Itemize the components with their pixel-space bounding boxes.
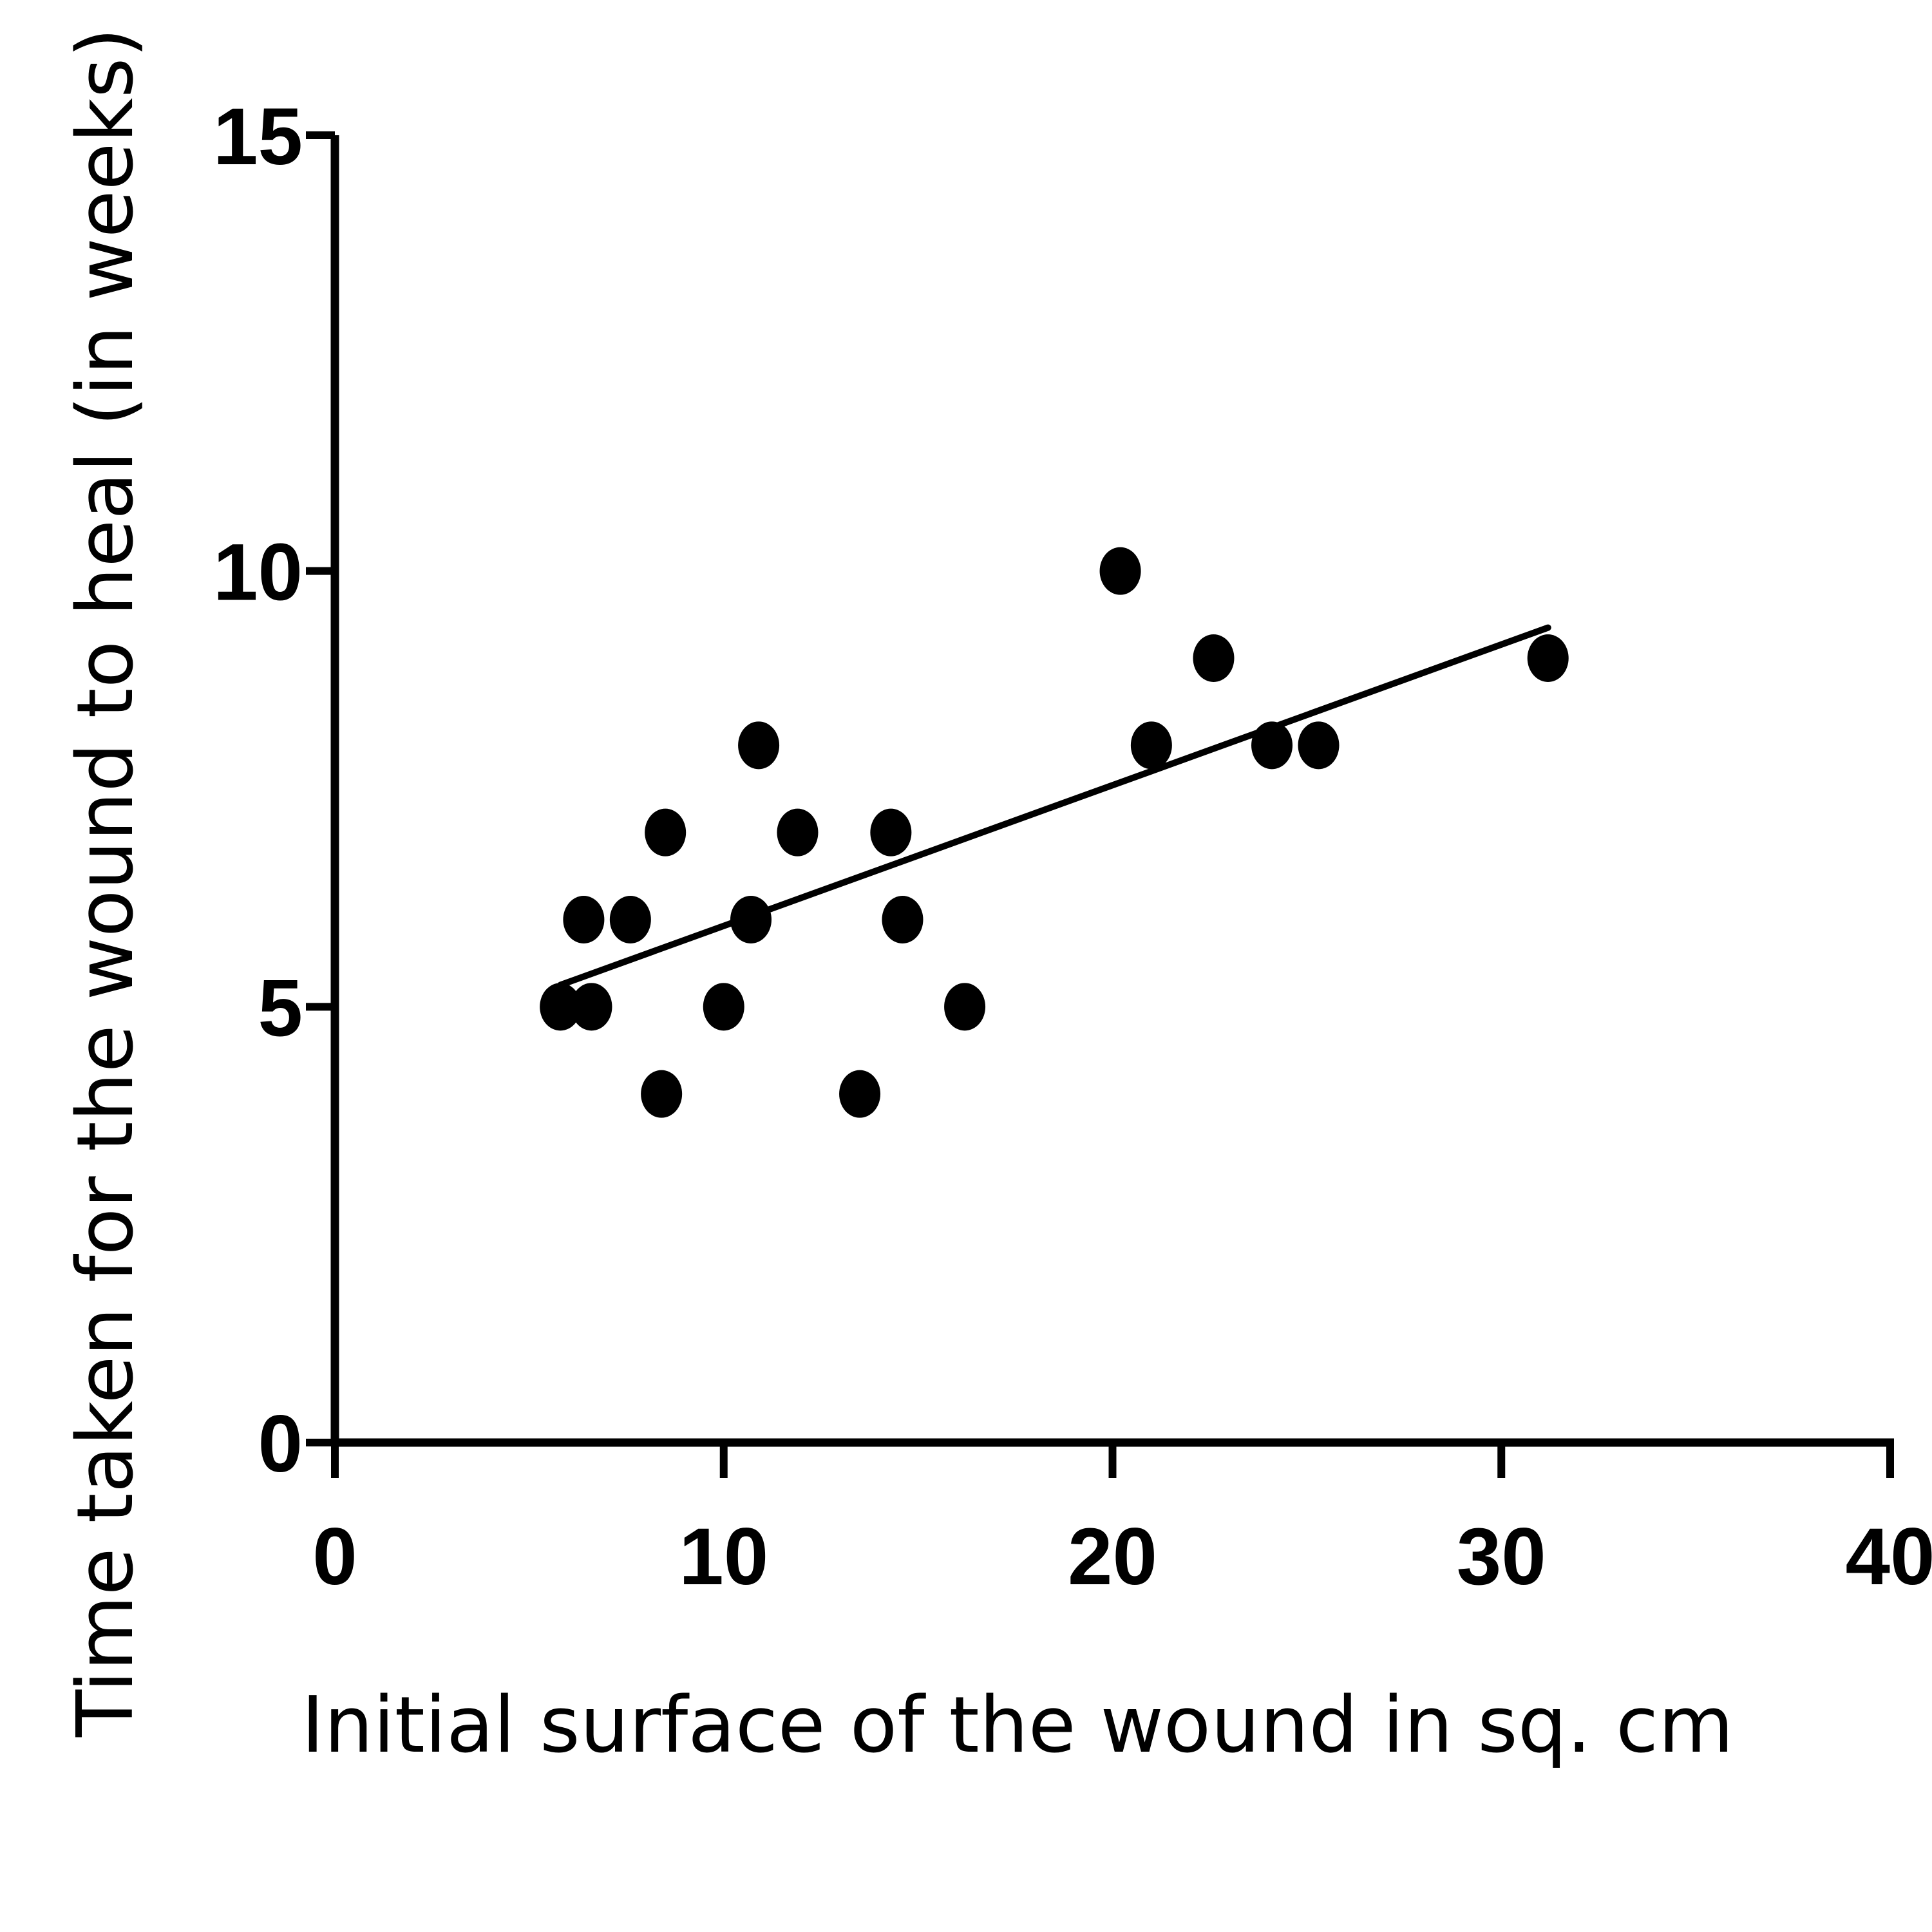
tick-marks [306,131,1894,1478]
data-point-17 [1193,634,1235,682]
data-point-15 [1099,547,1141,595]
y-tick-label-15: 15 [213,92,303,182]
data-point-8 [730,896,772,943]
data-point-18 [1251,721,1293,770]
data-point-2 [571,983,612,1031]
data-point-10 [777,808,819,857]
data-point-13 [882,896,923,943]
data-point-5 [645,808,687,857]
data-point-11 [839,1070,881,1118]
trendline [557,624,1551,989]
data-point-1 [540,983,582,1031]
tick-labels: 0 10 20 30 40 0 5 10 15 [213,92,1932,1602]
data-point-3 [563,896,605,943]
data-point-16 [1130,721,1172,770]
x-tick-label-30: 30 [1457,1512,1546,1602]
y-axis-title: Time taken for the wound to heal (in wee… [61,28,151,1738]
data-point-12 [870,808,912,857]
y-tick-label-10: 10 [213,528,303,618]
data-point-14 [944,983,986,1031]
data-point-6 [641,1070,683,1118]
trendline-group [557,624,1551,989]
y-tick-label-5: 5 [258,963,303,1053]
data-point-7 [703,983,744,1031]
data-point-9 [738,721,780,770]
data-point-4 [609,896,651,943]
x-tick-label-10: 10 [679,1512,768,1602]
x-tick-label-0: 0 [312,1512,357,1602]
data-points [540,547,1569,1118]
y-tick-label-0: 0 [258,1399,303,1489]
data-point-19 [1298,721,1340,770]
x-tick-label-20: 20 [1068,1512,1157,1602]
data-point-20 [1527,634,1569,682]
x-tick-label-40: 40 [1845,1512,1932,1602]
x-axis-title: Initial surface of the wound in sq. cm [301,1681,1734,1770]
